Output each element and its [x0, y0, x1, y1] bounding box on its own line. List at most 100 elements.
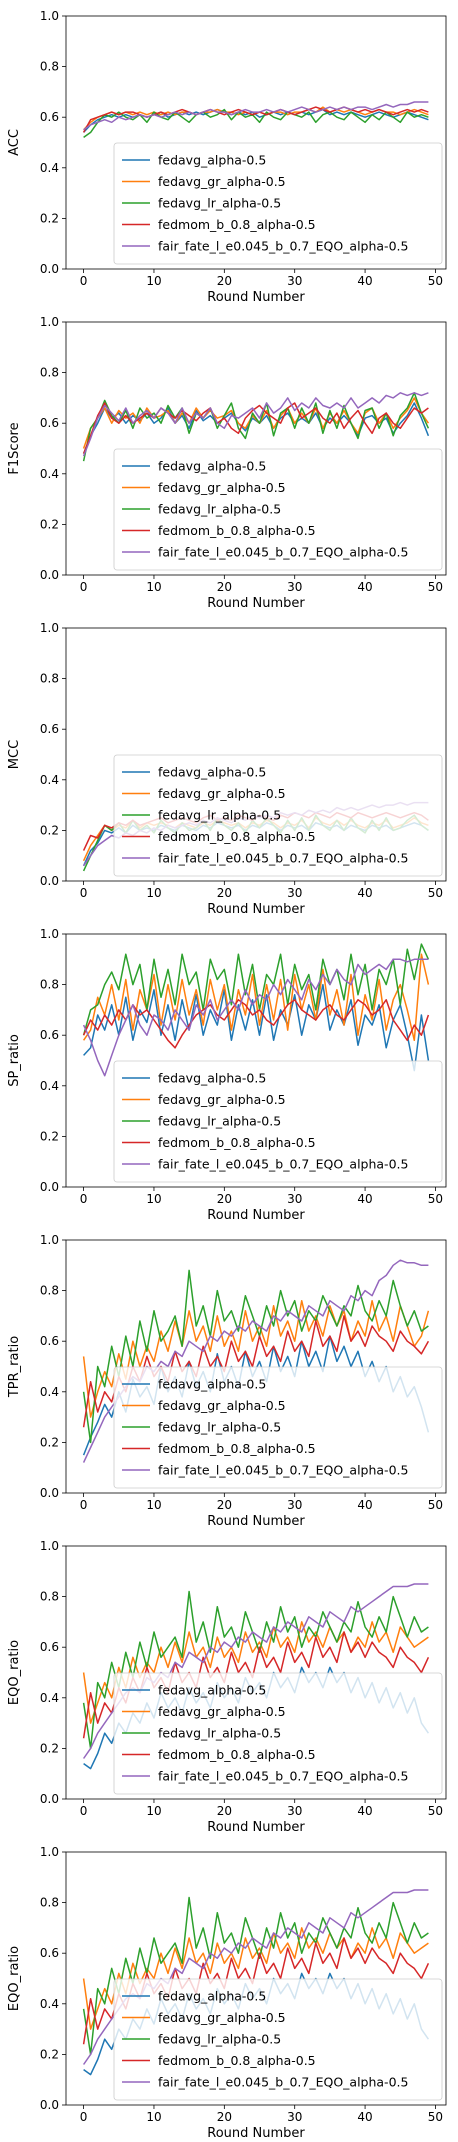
y-axis-label: MCC [7, 740, 22, 769]
series-line-3 [82, 106, 429, 133]
x-axis-label: Round Number [207, 290, 305, 305]
x-tick-label: 0 [80, 886, 88, 900]
series-group [82, 392, 430, 462]
legend-entry-0: fedavg_alpha-0.5 [158, 1989, 266, 2004]
legend-entry-0: fedavg_alpha-0.5 [158, 153, 266, 168]
legend-entry-0: fedavg_alpha-0.5 [158, 1377, 266, 1392]
legend-entry-0: fedavg_alpha-0.5 [158, 1683, 266, 1698]
x-tick-label: 50 [428, 886, 443, 900]
y-tick-label: 0.4 [40, 773, 59, 787]
x-tick-label: 0 [80, 274, 88, 288]
series-line-2 [83, 108, 429, 139]
y-tick-label: 0.4 [40, 1079, 59, 1093]
legend-entry-4: fair_fate_l_e0.045_b_0.7_EQO_alpha-0.5 [158, 2075, 408, 2090]
legend-entry-2: fedavg_lr_alpha-0.5 [158, 808, 281, 823]
series-line-2 [82, 1590, 429, 1750]
chart-0: 0 10 20 30 40 50 0.0 0.2 0.4 0.6 0.8 1.0 Round Numbe… [7, 9, 447, 305]
legend-entry-4: fair_fate_l_e0.045_b_0.7_EQO_alpha-0.5 [158, 545, 408, 560]
x-tick-label: 50 [428, 274, 443, 288]
chart-5: 0 10 20 30 40 50 0.0 0.2 0.4 0.6 0.8 1.0 Round Numbe… [7, 1539, 447, 1835]
legend-entry-0: fedavg_alpha-0.5 [158, 1071, 266, 1086]
series-line-4 [82, 958, 429, 1077]
y-tick-label: 0.8 [40, 1896, 59, 1910]
series-line-2 [82, 1269, 429, 1444]
y-tick-label: 0.6 [40, 1640, 59, 1654]
y-tick-label: 0.8 [40, 1284, 59, 1298]
legend-entry-2: fedavg_lr_alpha-0.5 [158, 2032, 281, 2047]
y-tick-label: 0.4 [40, 1691, 59, 1705]
x-tick-label: 30 [287, 580, 302, 594]
y-tick-label: 0.6 [40, 416, 59, 430]
legend-entry-2: fedavg_lr_alpha-0.5 [158, 502, 281, 517]
axes-frame [65, 1545, 447, 1800]
x-tick-label: 20 [217, 886, 232, 900]
y-tick-label: 1.0 [40, 1233, 59, 1247]
legend-box [113, 1978, 443, 2101]
legend-entry-4: fair_fate_l_e0.045_b_0.7_EQO_alpha-0.5 [158, 1463, 408, 1478]
y-tick-label: 0.6 [40, 1334, 59, 1348]
legend-entry-2: fedavg_lr_alpha-0.5 [158, 1114, 281, 1129]
x-tick-label: 20 [217, 274, 232, 288]
legend-entry-1: fedavg_gr_alpha-0.5 [158, 1398, 286, 1413]
x-tick-label: 30 [287, 886, 302, 900]
x-tick-label: 20 [217, 2110, 232, 2124]
legend-box [113, 448, 443, 571]
legend-entry-2: fedavg_lr_alpha-0.5 [158, 1726, 281, 1741]
y-tick-label: 0.4 [40, 1385, 59, 1399]
legend-entry-4: fair_fate_l_e0.045_b_0.7_EQO_alpha-0.5 [158, 1769, 408, 1784]
series-line-0 [82, 402, 430, 454]
x-axis-label: Round Number [207, 596, 305, 611]
x-tick-label: 0 [80, 1804, 88, 1818]
y-tick-label: 0.2 [40, 1435, 59, 1449]
legend-entry-3: fedmom_b_0.8_alpha-0.5 [158, 217, 316, 232]
series-line-2 [82, 943, 430, 1036]
legend-entry-3: fedmom_b_0.8_alpha-0.5 [158, 523, 316, 538]
legend-box [113, 1060, 443, 1183]
y-axis-label: F1Score [7, 422, 22, 474]
series-line-4 [82, 392, 429, 457]
x-tick-label: 0 [80, 1192, 88, 1206]
x-tick-label: 0 [80, 580, 88, 594]
series-line-1 [82, 1299, 430, 1418]
legend-entry-0: fedavg_alpha-0.5 [158, 765, 266, 780]
x-tick-label: 10 [146, 1192, 161, 1206]
legend-entry-1: fedavg_gr_alpha-0.5 [158, 480, 286, 495]
y-tick-label: 1.0 [40, 927, 59, 941]
legend-entry-4: fair_fate_l_e0.045_b_0.7_EQO_alpha-0.5 [158, 851, 408, 866]
chart-4: 0 10 20 30 40 50 0.0 0.2 0.4 0.6 0.8 1.0 Round Numbe… [7, 1233, 447, 1529]
x-tick-label: 40 [357, 1804, 372, 1818]
legend-entry-0: fedavg_alpha-0.5 [158, 459, 266, 474]
chart-6: 0 10 20 30 40 50 0.0 0.2 0.4 0.6 0.8 1.0 Round Numbe… [7, 1845, 447, 2141]
y-tick-label: 1.0 [40, 9, 59, 23]
series-line-3 [82, 999, 430, 1049]
legend-entry-1: fedavg_gr_alpha-0.5 [158, 2010, 286, 2025]
x-tick-label: 20 [217, 1498, 232, 1512]
legend-entry-2: fedavg_lr_alpha-0.5 [158, 196, 281, 211]
x-tick-label: 10 [146, 1498, 161, 1512]
axes-frame [65, 933, 447, 1188]
legend-box [113, 1672, 443, 1795]
x-tick-label: 10 [146, 580, 161, 594]
x-tick-label: 40 [357, 2110, 372, 2124]
x-tick-label: 50 [428, 1192, 443, 1206]
legend-entry-3: fedmom_b_0.8_alpha-0.5 [158, 2053, 316, 2068]
y-tick-label: 0.0 [40, 1792, 59, 1806]
chart-2: 0 10 20 30 40 50 0.0 0.2 0.4 0.6 0.8 1.0 Round Numbe… [7, 621, 447, 917]
y-tick-label: 0.0 [40, 1486, 59, 1500]
y-tick-label: 0.8 [40, 366, 59, 380]
x-tick-label: 30 [287, 1804, 302, 1818]
y-axis-label: EQO_ratio [7, 1946, 22, 2011]
y-tick-label: 0.0 [40, 2098, 59, 2112]
axes-frame [65, 1239, 447, 1494]
y-tick-label: 0.2 [40, 2047, 59, 2061]
y-tick-label: 0.8 [40, 978, 59, 992]
y-tick-label: 0.6 [40, 110, 59, 124]
x-tick-label: 40 [357, 274, 372, 288]
series-group [82, 943, 430, 1077]
y-tick-label: 0.8 [40, 672, 59, 686]
y-tick-label: 0.2 [40, 823, 59, 837]
y-axis-label: ACC [7, 129, 22, 156]
x-tick-label: 50 [428, 2110, 443, 2124]
x-tick-label: 30 [287, 1192, 302, 1206]
x-tick-label: 20 [217, 1192, 232, 1206]
